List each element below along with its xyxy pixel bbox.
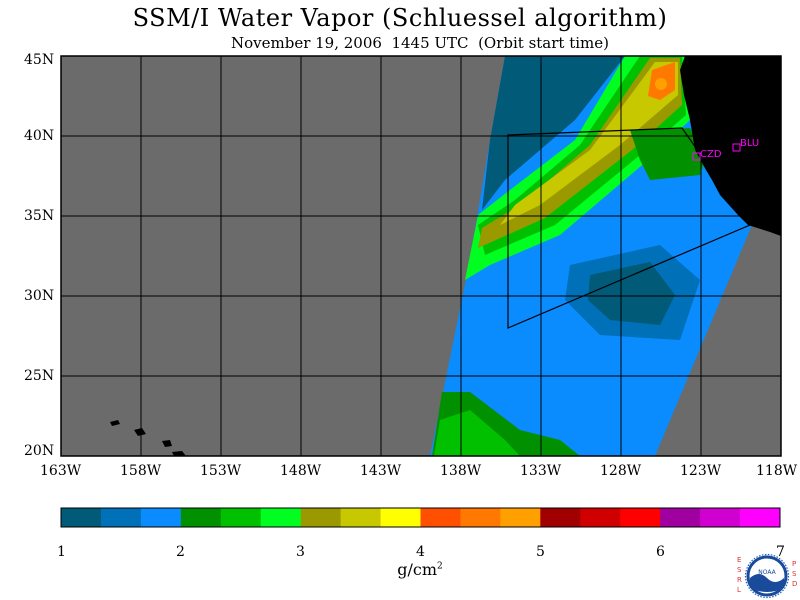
station-czd-marker: [692, 152, 701, 161]
colorbar-swatch: [460, 508, 501, 527]
map-subtitle: November 19, 2006 1445 UTC (Orbit start …: [230, 34, 609, 52]
lon-label-123w: 123W: [680, 463, 722, 479]
colorbar-tick-6: 6: [656, 544, 665, 560]
colorbar-tick-2: 2: [176, 544, 185, 560]
lat-label-25n: 25N: [24, 368, 55, 384]
colorbar-swatch: [340, 508, 382, 527]
colorbar-frame: [60, 507, 781, 528]
colorbar-unit: g/cm2: [0, 560, 800, 579]
colorbar-tick-5: 5: [536, 544, 545, 560]
esrl-letters: E S R L: [737, 556, 742, 594]
hawaii-island-1: [110, 420, 120, 426]
noaa-esrl-psd-logo: E S R L P S D NOAA: [737, 553, 797, 599]
land: [110, 56, 781, 456]
colorbar-swatch: [500, 508, 541, 527]
station-blu-label: BLU: [740, 138, 759, 149]
colorbar: [61, 508, 781, 527]
colorbar-tick-7: 7: [776, 544, 785, 560]
esrl-letter-e: E: [737, 556, 741, 564]
colorbar-swatch: [420, 508, 461, 527]
lon-label-128w: 128W: [600, 463, 642, 479]
noaa-logo-wave: [750, 574, 784, 592]
station-czd-label: CZD: [700, 149, 722, 160]
lat-label-35n: 35N: [24, 208, 55, 224]
swath-moisture-band-yellow: [500, 62, 678, 225]
noaa-logo-dotted-ring: [744, 553, 790, 599]
lon-label-148w: 148W: [280, 463, 322, 479]
psd-letter-p: P: [792, 560, 796, 568]
swath-coastal-green: [630, 128, 705, 180]
lat-label-45n: 45N: [24, 52, 55, 68]
psd-letter-d: D: [792, 580, 797, 588]
colorbar-tick-4: 4: [416, 544, 425, 560]
colorbar-unit-exponent: 2: [437, 561, 443, 572]
map-frame: [60, 55, 782, 457]
colorbar-swatch: [540, 508, 581, 527]
colorbar-swatch: [140, 508, 182, 527]
lon-label-158w: 158W: [120, 463, 162, 479]
hawaii-island-3: [162, 440, 172, 447]
hawaii-island-2: [134, 428, 146, 436]
map-gridlines: [61, 56, 781, 456]
colorbar-swatch: [380, 508, 421, 527]
swath-bright-green-south: [434, 410, 520, 456]
lat-label-40n: 40N: [24, 128, 55, 144]
esrl-letter-s: S: [737, 566, 742, 574]
station-czd: CZD: [692, 149, 722, 161]
colorbar-swatch: [620, 508, 661, 527]
lon-label-133w: 133W: [520, 463, 562, 479]
noaa-logo-text: NOAA: [758, 569, 776, 576]
psd-letters: P S D: [792, 560, 797, 588]
hawaii-island-4: [172, 451, 186, 456]
lon-label-163w: 163W: [40, 463, 82, 479]
lat-label-20n: 20N: [24, 443, 55, 459]
swath-moisture-peak: [655, 78, 667, 90]
lon-label-118w: 118W: [756, 463, 798, 479]
esrl-letter-l: L: [737, 586, 741, 594]
north-america-coast: [680, 56, 781, 236]
lon-label-138w: 138W: [440, 463, 482, 479]
lon-label-153w: 153W: [200, 463, 242, 479]
esrl-letter-r: R: [737, 576, 742, 584]
colorbar-unit-main: g/cm: [397, 560, 438, 579]
study-region-outline: [507, 127, 751, 329]
station-blu-marker: [732, 143, 741, 152]
colorbar-swatch: [740, 508, 781, 527]
map-title: SSM/I Water Vapor (Schluessel algorithm): [132, 4, 668, 32]
colorbar-tick-1: 1: [57, 544, 66, 560]
colorbar-swatch: [580, 508, 621, 527]
colorbar-swatch: [220, 508, 262, 527]
station-blu: BLU: [732, 138, 759, 152]
satellite-swath: [430, 56, 752, 456]
colorbar-swatch: [660, 508, 701, 527]
lon-label-143w: 143W: [360, 463, 402, 479]
colorbar-swatch: [300, 508, 342, 527]
lat-label-30n: 30N: [24, 288, 55, 304]
colorbar-swatch: [700, 508, 741, 527]
swath-dark-blue-central-inner: [588, 262, 675, 325]
colorbar-swatch: [61, 508, 102, 527]
colorbar-swatch: [260, 508, 302, 527]
psd-letter-s: S: [792, 570, 797, 578]
colorbar-tick-3: 3: [296, 544, 305, 560]
colorbar-swatch: [180, 508, 222, 527]
colorbar-swatch: [100, 508, 142, 527]
